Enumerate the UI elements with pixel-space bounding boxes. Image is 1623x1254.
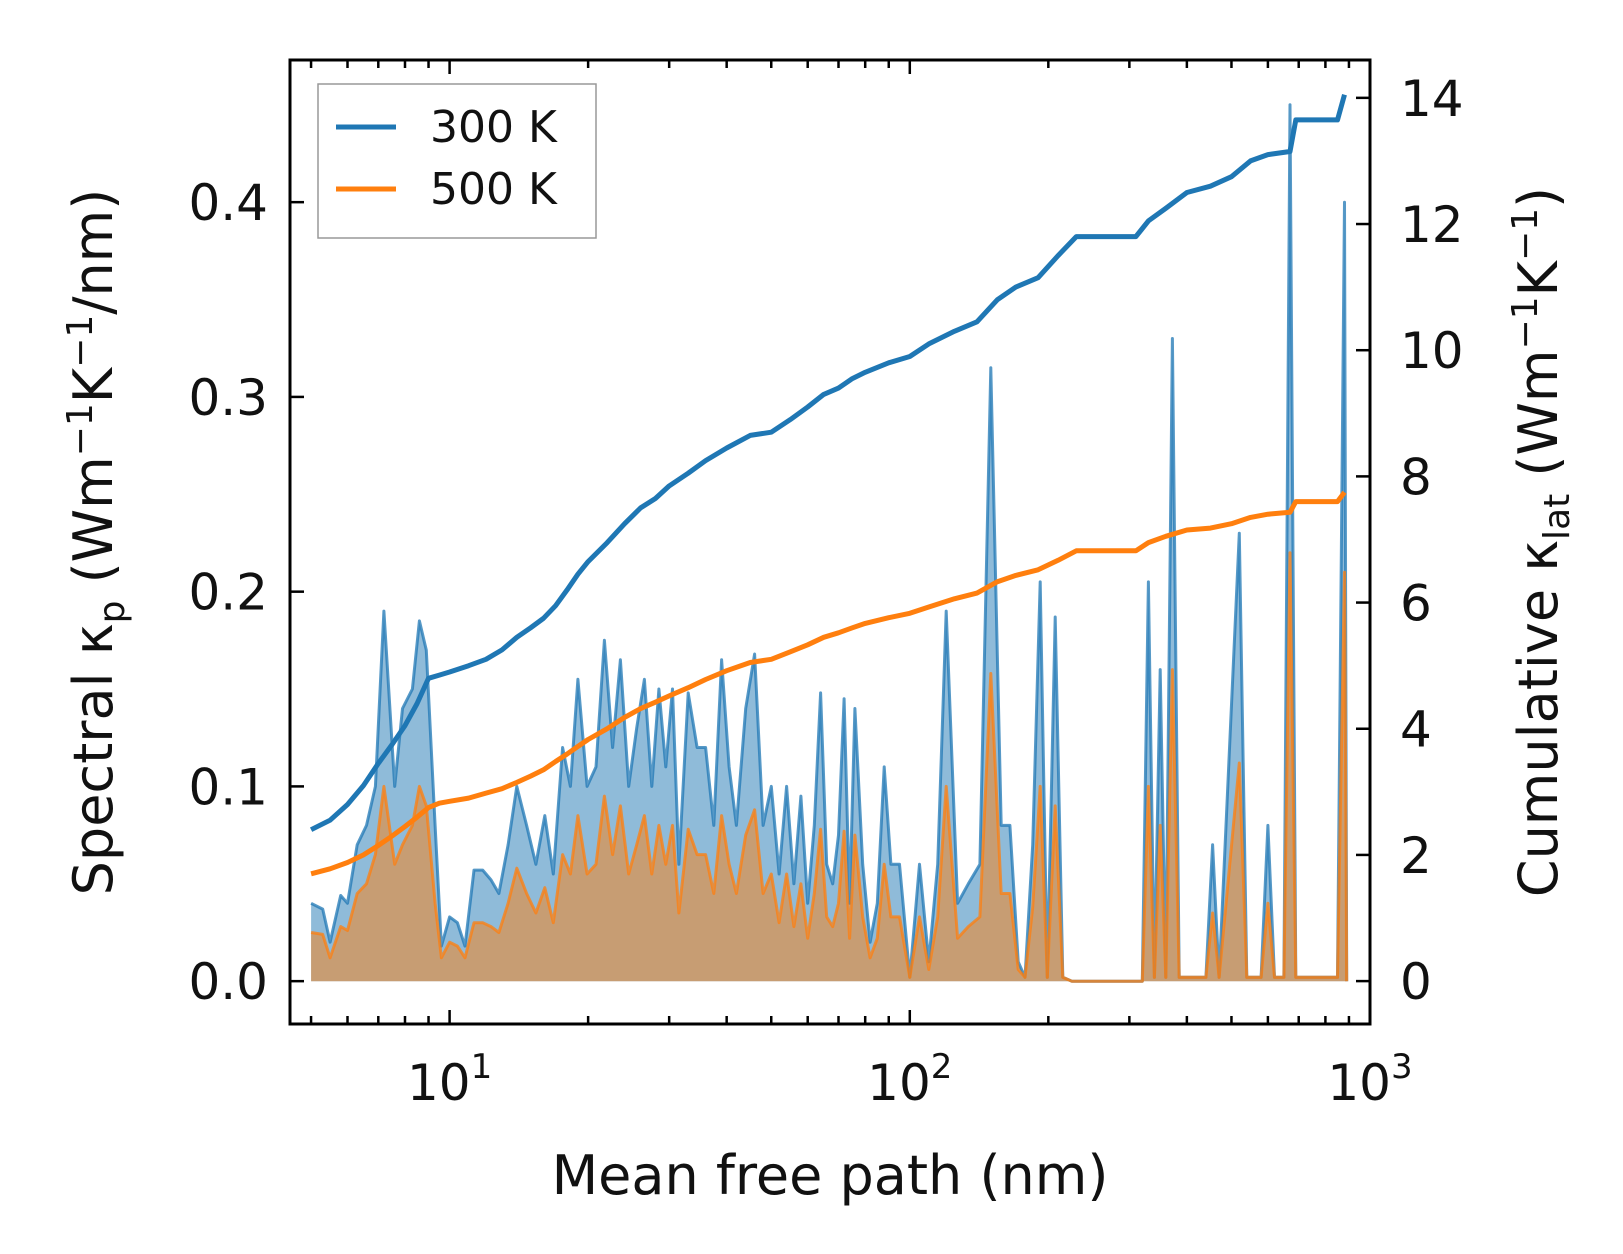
- x-tick-label-exponent: 1: [471, 1047, 493, 1087]
- series-layer: [309, 94, 1349, 983]
- y-left-tick-label: 0.1: [188, 758, 268, 816]
- y-right-tick-label: 2: [1400, 827, 1432, 885]
- y-right-label-sub: lat: [1537, 494, 1578, 540]
- y-left-tick-label: 0.2: [188, 564, 268, 622]
- y-right-tick-label: 4: [1400, 701, 1432, 759]
- y-left-label-sup1: −1: [60, 403, 101, 456]
- legend-label-500k: 500 K: [430, 164, 558, 215]
- y-right-tick-label: 8: [1400, 448, 1432, 506]
- cumulative-line-500k: [310, 490, 1347, 877]
- legend-box: [317, 83, 597, 239]
- y-right-tick-label: 6: [1400, 575, 1432, 633]
- y-left-label-sup2: −1: [60, 315, 101, 368]
- x-tick-label: 102: [867, 1047, 952, 1112]
- x-tick-label: 103: [1327, 1047, 1412, 1112]
- y-right-label-pre: Cumulative κ: [1507, 540, 1570, 897]
- y-left-label-pre: Spectral κ: [62, 623, 125, 895]
- x-tick-label-exponent: 3: [1391, 1047, 1413, 1087]
- spectral-line-500k: [310, 551, 1349, 983]
- x-tick-label-base: 10: [1327, 1054, 1391, 1112]
- y-left-label-post: (Wm: [62, 456, 125, 600]
- legend: 300 K 500 K: [317, 83, 597, 239]
- y-left-tick-label: 0.4: [188, 174, 268, 232]
- y-right-label-mid: K: [1507, 259, 1570, 296]
- y-right-label-sup2: −1: [1505, 208, 1546, 261]
- x-axis-label: Mean free path (nm): [552, 1144, 1109, 1207]
- y-left-label-mid: K: [62, 366, 125, 403]
- x-tick-label-exponent: 2: [931, 1047, 953, 1087]
- y-left-tick-label: 0.0: [188, 953, 268, 1011]
- x-tick-label-base: 10: [867, 1054, 931, 1112]
- y-right-label-tail: ): [1507, 187, 1570, 208]
- plot-frame: [288, 58, 1372, 1026]
- y-right-tick-label: 10: [1400, 322, 1464, 380]
- y-axis-right-label: Cumulative κlat (Wm−1K−1): [1505, 187, 1578, 897]
- y-right-label-sup1: −1: [1505, 296, 1546, 349]
- legend-label-300k: 300 K: [430, 102, 558, 153]
- y-axis-left-label: Spectral κp (Wm−1K−1/nm): [60, 189, 133, 896]
- y-right-tick-label: 14: [1400, 70, 1464, 128]
- y-right-label-post: (Wm: [1507, 350, 1570, 494]
- x-tick-label: 101: [407, 1047, 492, 1112]
- spectral-line-300k: [310, 103, 1349, 983]
- y-left-label-sub: p: [92, 601, 133, 624]
- y-right-tick-label: 0: [1400, 953, 1432, 1011]
- y-left-tick-label: 0.3: [188, 369, 268, 427]
- x-tick-label-base: 10: [407, 1054, 471, 1112]
- cumulative-line-300k: [309, 94, 1347, 832]
- y-left-label-tail: /nm): [62, 189, 125, 315]
- y-right-tick-label: 12: [1400, 196, 1464, 254]
